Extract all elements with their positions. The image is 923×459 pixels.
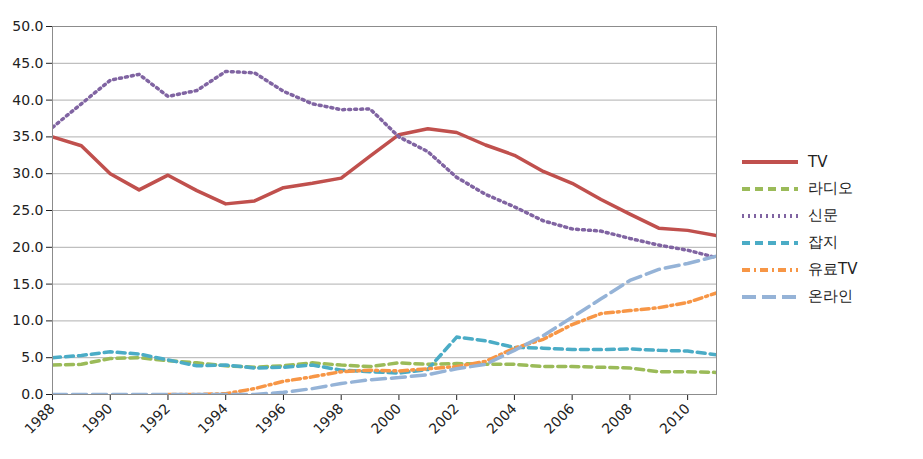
svg-text:25.0: 25.0: [12, 201, 43, 217]
svg-text:2004: 2004: [483, 400, 520, 437]
svg-text:40.0: 40.0: [12, 91, 43, 107]
svg-text:35.0: 35.0: [12, 128, 43, 144]
svg-text:1996: 1996: [252, 400, 289, 437]
svg-text:1988: 1988: [21, 400, 58, 437]
svg-text:2002: 2002: [425, 400, 462, 437]
html-text:라디오: 라디오: [808, 179, 853, 197]
html-text:TV: TV: [808, 153, 828, 171]
svg-text:2010: 2010: [656, 400, 693, 437]
svg-text:1990: 1990: [79, 400, 116, 437]
html-text:잡지: 잡지: [808, 233, 838, 251]
svg-text:1998: 1998: [310, 400, 347, 437]
svg-text:1992: 1992: [137, 400, 174, 437]
svg-text:1994: 1994: [194, 400, 231, 437]
html-text:신문: 신문: [808, 206, 838, 224]
svg-text:2000: 2000: [368, 400, 405, 437]
svg-text:45.0: 45.0: [12, 54, 43, 70]
svg-text:2006: 2006: [541, 400, 578, 437]
html-text:유료TV: 유료TV: [808, 260, 858, 278]
svg-text:15.0: 15.0: [12, 275, 43, 291]
svg-text:20.0: 20.0: [12, 238, 43, 254]
svg-text:10.0: 10.0: [12, 312, 43, 328]
svg-text:50.0: 50.0: [12, 17, 43, 33]
svg-text:5.0: 5.0: [21, 349, 43, 365]
html-text:온라인: 온라인: [808, 287, 853, 305]
svg-text:30.0: 30.0: [12, 165, 43, 181]
svg-text:0.0: 0.0: [21, 385, 43, 401]
svg-text:2008: 2008: [599, 400, 636, 437]
